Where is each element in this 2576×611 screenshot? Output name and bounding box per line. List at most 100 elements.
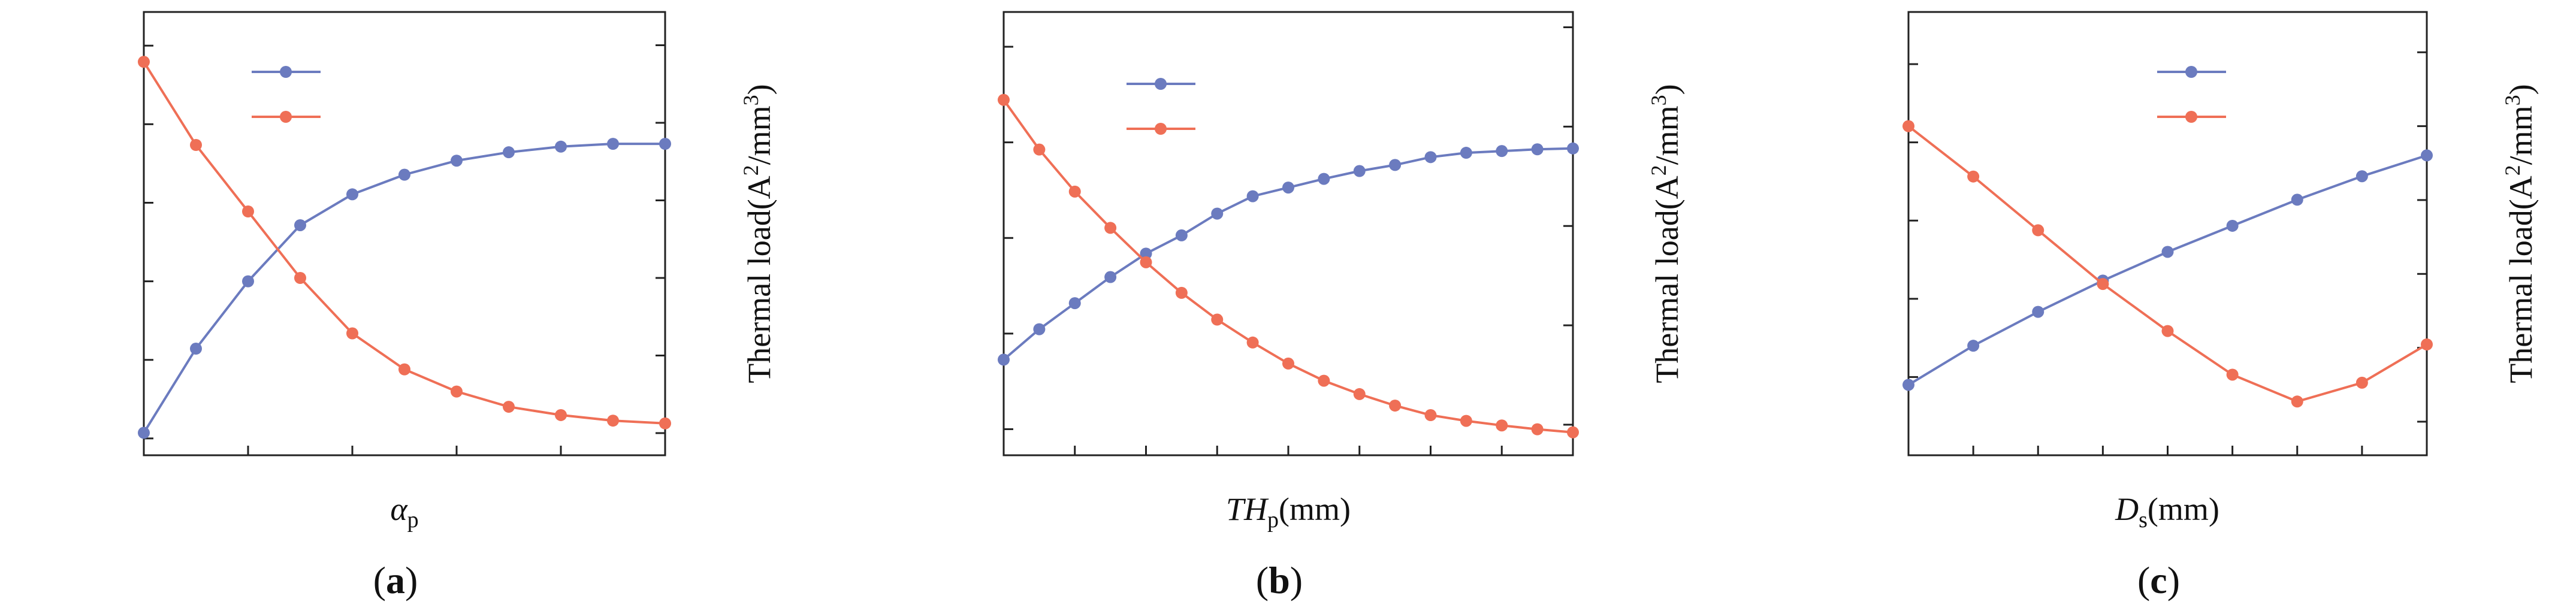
- data-point: [503, 146, 515, 159]
- data-point: [2161, 325, 2174, 337]
- plot-frame: [143, 11, 666, 456]
- data-point: [607, 415, 619, 427]
- data-point: [1460, 415, 1472, 427]
- chart-panel-b: Thermal load(A2/mm3) THp(mm) (b): [998, 11, 1685, 601]
- data-point: [607, 138, 619, 150]
- plot-frame: [1002, 11, 1574, 456]
- data-point: [998, 93, 1010, 106]
- data-point: [1033, 143, 1046, 156]
- data-point: [2291, 395, 2303, 408]
- data-point: [1140, 247, 1152, 260]
- legend-marker: [1155, 78, 1167, 90]
- chart-panel-a: Thermal load(A2/mm3) αp (a): [138, 11, 777, 601]
- data-point: [2291, 193, 2303, 206]
- data-point: [1496, 419, 1508, 432]
- y-right-axis-label: Thermal load(A2/mm3): [2500, 84, 2539, 383]
- data-point: [1967, 170, 1980, 183]
- x-axis-label: αp: [390, 491, 418, 533]
- data-point: [398, 363, 410, 376]
- data-point: [503, 401, 515, 413]
- y-right-axis-label: Thermal load(A2/mm3): [739, 84, 777, 383]
- x-axis-label: THp(mm): [1226, 491, 1351, 533]
- data-point: [998, 353, 1010, 366]
- data-point: [1531, 423, 1544, 435]
- data-point: [346, 327, 358, 340]
- data-point: [1353, 165, 1366, 177]
- data-point: [451, 385, 463, 398]
- data-point: [242, 205, 254, 217]
- legend: [252, 66, 321, 123]
- panel-label: (a): [373, 559, 418, 601]
- data-point: [555, 409, 567, 421]
- legend: [2157, 66, 2226, 123]
- data-point: [1282, 357, 1294, 370]
- data-point: [2032, 224, 2045, 237]
- data-point: [1902, 379, 1914, 391]
- data-point: [1424, 151, 1437, 164]
- data-point: [1318, 374, 1330, 387]
- data-point: [1033, 323, 1046, 335]
- legend-marker: [2185, 111, 2197, 123]
- series-efficiency: [998, 142, 1579, 366]
- data-point: [2421, 149, 2433, 162]
- data-point: [190, 139, 202, 151]
- data-point: [1389, 400, 1402, 412]
- data-point: [1389, 159, 1402, 171]
- data-point: [1496, 145, 1508, 158]
- data-point: [294, 272, 306, 284]
- series-line: [1002, 147, 1574, 361]
- data-point: [1353, 388, 1366, 400]
- data-point: [1902, 120, 1914, 132]
- data-point: [1246, 190, 1259, 202]
- data-point: [2032, 306, 2045, 318]
- data-point: [1424, 409, 1437, 422]
- data-point: [1318, 173, 1330, 185]
- data-point: [659, 138, 671, 150]
- data-point: [1211, 313, 1224, 326]
- plot-frame: [1907, 11, 2428, 456]
- data-point: [1460, 147, 1472, 159]
- data-point: [138, 56, 150, 68]
- data-point: [294, 219, 306, 231]
- chart-panel-c: Thermal load(A2/mm3) Ds(mm) (c): [1902, 11, 2539, 601]
- data-point: [1211, 207, 1224, 220]
- data-point: [1967, 340, 1980, 352]
- data-point: [1068, 185, 1081, 198]
- data-point: [2226, 368, 2239, 381]
- data-point: [659, 417, 671, 429]
- data-point: [1175, 286, 1188, 299]
- data-point: [2226, 219, 2239, 232]
- series-efficiency: [138, 138, 671, 439]
- legend-marker: [280, 111, 292, 123]
- data-point: [346, 188, 358, 201]
- data-point: [1104, 271, 1117, 283]
- x-axis-label: Ds(mm): [2115, 491, 2219, 533]
- data-point: [1246, 336, 1259, 349]
- data-point: [1282, 182, 1294, 194]
- series-line: [1907, 125, 2428, 403]
- data-point: [2355, 376, 2368, 389]
- legend-marker: [2185, 66, 2197, 78]
- data-point: [2161, 246, 2174, 258]
- data-point: [1175, 229, 1188, 241]
- data-point: [1567, 426, 1579, 438]
- series-efficiency: [1902, 149, 2433, 391]
- series-line: [1002, 99, 1574, 434]
- series-thermal-load: [998, 93, 1579, 438]
- series-thermal-load: [1902, 120, 2433, 408]
- data-point: [398, 168, 410, 181]
- series-line: [1907, 154, 2427, 386]
- data-point: [2097, 278, 2109, 291]
- data-point: [242, 275, 254, 288]
- data-point: [1567, 142, 1579, 155]
- series-thermal-load: [138, 56, 671, 429]
- legend-marker: [280, 66, 292, 78]
- legend-marker: [1155, 123, 1167, 135]
- data-point: [190, 343, 202, 355]
- data-point: [2355, 170, 2368, 183]
- data-point: [1104, 222, 1117, 234]
- data-point: [138, 427, 150, 439]
- data-point: [2421, 338, 2433, 350]
- panel-label: (b): [1256, 559, 1303, 601]
